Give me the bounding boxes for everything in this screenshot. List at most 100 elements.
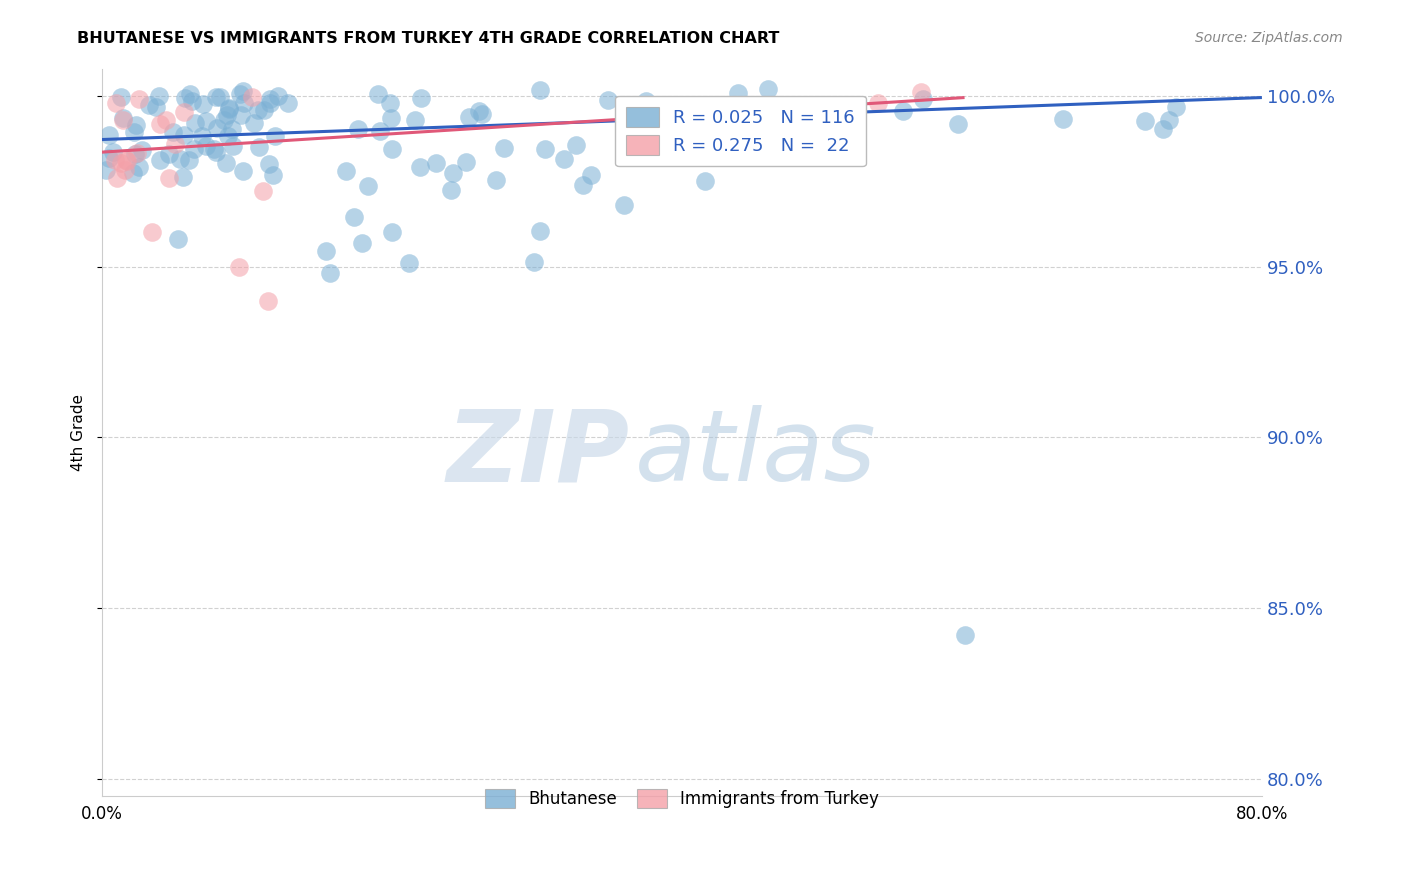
Point [702,145,724,160]
Point [262,168,284,182]
Text: Source: ZipAtlas.com: Source: ZipAtlas.com [1195,31,1343,45]
Point [468,103,491,118]
Point [173,91,195,105]
Point [103,145,125,160]
Point [381,226,404,240]
Point [1152,122,1174,136]
Point [229,87,252,101]
Point [458,110,481,124]
Point [565,137,588,152]
Point [124,147,146,161]
Point [257,157,280,171]
Point [409,161,432,175]
Point [263,128,285,143]
Point [149,117,172,131]
Point [195,139,218,153]
Point [169,152,191,166]
Point [347,121,370,136]
Point [866,95,889,110]
Point [190,129,212,144]
Point [205,145,228,160]
Legend: Bhutanese, Immigrants from Turkey: Bhutanese, Immigrants from Turkey [477,780,887,816]
Point [910,86,932,100]
Point [257,293,280,308]
Point [891,104,914,119]
Point [218,102,240,116]
Point [122,125,145,139]
Point [380,95,402,110]
Point [148,88,170,103]
Point [252,103,274,118]
Point [114,163,136,178]
Point [579,169,602,183]
Point [315,244,337,258]
Point [217,128,239,143]
Point [155,113,177,128]
Point [613,198,636,212]
Point [218,101,240,115]
Text: BHUTANESE VS IMMIGRANTS FROM TURKEY 4TH GRADE CORRELATION CHART: BHUTANESE VS IMMIGRANTS FROM TURKEY 4TH … [77,31,780,46]
Point [1133,113,1156,128]
Point [380,142,402,156]
Point [231,108,253,122]
Point [94,162,117,177]
Point [523,254,546,268]
Point [598,93,620,107]
Point [166,232,188,246]
Point [242,116,264,130]
Point [398,255,420,269]
Point [122,166,145,180]
Point [247,140,270,154]
Point [97,128,120,143]
Point [209,90,232,104]
Point [1052,112,1074,127]
Point [485,172,508,186]
Point [115,153,138,168]
Point [110,155,132,169]
Point [131,143,153,157]
Point [228,260,250,274]
Point [173,105,195,120]
Point [105,170,128,185]
Point [1164,100,1187,114]
Point [277,95,299,110]
Point [634,94,657,108]
Point [193,96,215,111]
Point [252,184,274,198]
Point [343,211,366,225]
Point [162,125,184,139]
Point [470,107,492,121]
Point [335,164,357,178]
Point [259,92,281,106]
Point [352,236,374,251]
Point [953,628,976,642]
Y-axis label: 4th Grade: 4th Grade [72,393,86,471]
Point [441,166,464,180]
Point [246,103,269,118]
Point [357,179,380,194]
Point [439,183,461,197]
Point [221,121,243,136]
Text: atlas: atlas [636,406,877,502]
Point [141,226,163,240]
Point [553,153,575,167]
Point [110,90,132,104]
Point [128,161,150,175]
Point [259,95,281,110]
Point [756,82,779,96]
Point [202,142,225,156]
Point [727,86,749,100]
Point [157,147,180,161]
Point [177,153,200,168]
Point [205,90,228,104]
Point [492,141,515,155]
Point [104,153,127,168]
Point [111,111,134,125]
Point [181,94,204,108]
Point [215,156,238,170]
Point [529,83,551,97]
Point [205,121,228,136]
Point [221,138,243,153]
Point [173,128,195,142]
Point [115,153,138,167]
